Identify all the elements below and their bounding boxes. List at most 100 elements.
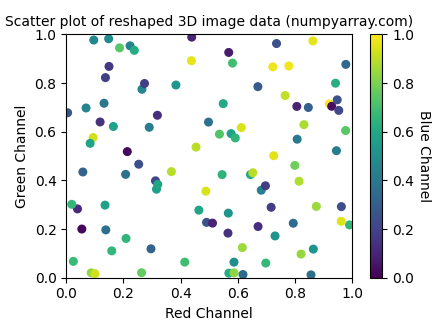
Y-axis label: Blue Channel: Blue Channel <box>417 110 431 202</box>
Point <box>188 35 195 40</box>
Point <box>68 202 75 207</box>
Y-axis label: Green Channel: Green Channel <box>15 104 29 208</box>
Point <box>285 63 293 69</box>
Point <box>220 101 227 106</box>
Point <box>168 169 175 174</box>
Point <box>70 259 77 264</box>
Point <box>262 183 269 188</box>
Point <box>152 178 159 183</box>
Point <box>332 81 339 86</box>
Point <box>108 248 115 254</box>
Point <box>188 58 195 64</box>
Point <box>78 226 86 232</box>
Point <box>122 236 129 241</box>
Point <box>209 220 216 226</box>
Title: Scatter plot of reshaped 3D image data (numpyarray.com): Scatter plot of reshaped 3D image data (… <box>5 15 414 29</box>
Point <box>249 170 256 175</box>
Point <box>224 230 232 236</box>
Point <box>230 259 237 265</box>
Point <box>116 45 123 50</box>
Point <box>193 144 200 150</box>
Point <box>291 163 298 168</box>
Point <box>147 246 155 252</box>
Point <box>346 222 353 227</box>
Point <box>229 60 236 66</box>
Point <box>141 81 148 86</box>
Point <box>219 172 226 177</box>
Point <box>228 131 235 136</box>
Point <box>101 202 108 208</box>
Point <box>342 128 349 133</box>
Point <box>225 210 232 216</box>
Point <box>90 37 97 43</box>
Point <box>122 172 129 177</box>
Point <box>202 188 209 194</box>
Point <box>86 141 94 146</box>
Point <box>154 182 161 187</box>
Point <box>205 119 212 125</box>
Point <box>64 110 71 116</box>
Point <box>335 108 342 113</box>
Point <box>203 220 210 225</box>
Point <box>105 36 112 41</box>
Point <box>154 113 161 118</box>
Point <box>195 207 202 213</box>
Point <box>172 82 180 88</box>
Point <box>126 43 134 48</box>
Point <box>225 50 233 55</box>
Point <box>232 135 239 141</box>
Point <box>238 125 245 130</box>
Point <box>82 105 90 111</box>
Point <box>270 153 277 158</box>
Point <box>293 104 301 109</box>
Point <box>271 233 279 239</box>
Point <box>181 259 188 265</box>
Point <box>146 125 153 130</box>
Point <box>216 131 223 137</box>
Point <box>225 270 233 276</box>
Point <box>88 270 95 276</box>
Point <box>267 205 275 210</box>
Point <box>328 103 335 109</box>
Point <box>258 187 265 193</box>
Point <box>297 251 305 257</box>
Point <box>110 124 117 129</box>
Point <box>342 62 349 67</box>
Point <box>334 97 341 102</box>
Point <box>96 119 103 125</box>
Point <box>310 246 317 252</box>
Point <box>262 260 269 266</box>
Point <box>239 245 246 250</box>
Point <box>273 41 280 46</box>
Point <box>295 178 302 184</box>
Point <box>293 136 301 142</box>
Point <box>254 84 262 89</box>
Point <box>230 270 237 276</box>
Point <box>338 204 345 209</box>
Point <box>269 64 276 70</box>
Point <box>135 162 142 167</box>
Point <box>79 169 86 175</box>
Point <box>333 148 340 154</box>
Point <box>138 270 145 276</box>
Point <box>307 272 314 278</box>
Point <box>105 64 112 69</box>
Point <box>300 122 307 127</box>
Point <box>254 224 262 229</box>
Point <box>290 220 297 226</box>
Point <box>239 272 246 277</box>
X-axis label: Red Channel: Red Channel <box>165 307 253 321</box>
Point <box>74 206 81 212</box>
Point <box>138 87 146 92</box>
Point <box>309 38 316 44</box>
Point <box>131 48 138 53</box>
Point <box>100 100 108 106</box>
Point <box>305 105 312 110</box>
Point <box>326 101 333 107</box>
Point <box>102 75 109 80</box>
Point <box>338 219 345 224</box>
Point <box>281 93 289 98</box>
Point <box>153 186 160 192</box>
Point <box>91 271 99 277</box>
Point <box>102 227 109 233</box>
